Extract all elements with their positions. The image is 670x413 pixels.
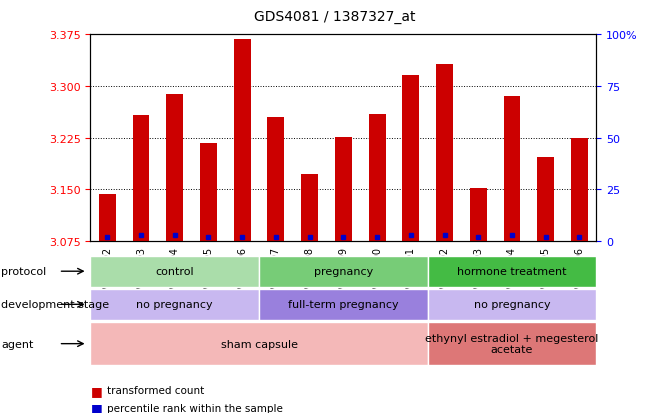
Text: GDS4081 / 1387327_at: GDS4081 / 1387327_at (254, 10, 416, 24)
Bar (200, 143, 217, 242)
Text: control: control (155, 266, 194, 277)
Text: agent: agent (1, 339, 34, 349)
Bar (99, 195, 116, 242)
Bar (335, 138, 352, 242)
Bar (369, 115, 385, 242)
Text: protocol: protocol (1, 266, 47, 277)
Bar (537, 158, 554, 242)
Bar (133, 116, 149, 242)
Bar (267, 118, 284, 242)
Text: ■: ■ (90, 401, 103, 413)
Bar (504, 97, 521, 242)
Bar (302, 175, 318, 242)
Text: development stage: development stage (1, 299, 109, 310)
Bar (436, 65, 453, 242)
Bar (234, 40, 251, 242)
Text: no pregnancy: no pregnancy (137, 299, 213, 310)
Text: full-term pregnancy: full-term pregnancy (288, 299, 399, 310)
Text: ethynyl estradiol + megesterol
acetate: ethynyl estradiol + megesterol acetate (425, 333, 599, 355)
Bar (470, 189, 486, 242)
Bar (403, 76, 419, 242)
Text: pregnancy: pregnancy (314, 266, 373, 277)
Text: hormone treatment: hormone treatment (457, 266, 567, 277)
Text: ■: ■ (90, 384, 103, 397)
Text: sham capsule: sham capsule (220, 339, 297, 349)
Text: transformed count: transformed count (107, 385, 204, 395)
Bar (571, 138, 588, 242)
Text: no pregnancy: no pregnancy (474, 299, 550, 310)
Text: percentile rank within the sample: percentile rank within the sample (107, 403, 283, 413)
Bar (166, 94, 183, 242)
